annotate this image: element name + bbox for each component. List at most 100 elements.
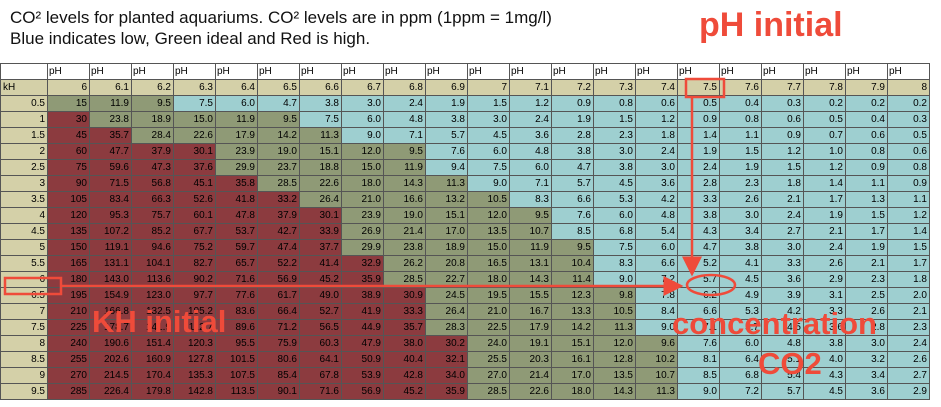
ph-value-cell: 6.4 [215, 79, 258, 96]
co2-value-cell: 16.7 [509, 303, 552, 320]
kh-value-cell: 4 [0, 207, 48, 224]
co2-value-cell: 95.5 [215, 335, 258, 352]
co2-value-cell: 75.2 [173, 239, 216, 256]
co2-value-cell: 41.9 [341, 303, 384, 320]
co2-value-cell: 7.1 [509, 175, 552, 192]
co2-value-cell: 4.3 [677, 223, 720, 240]
co2-value-cell: 1.9 [719, 159, 762, 176]
ph-value-cell: 6.6 [299, 79, 342, 96]
co2-value-cell: 9.0 [677, 383, 720, 400]
co2-value-cell: 15.1 [551, 335, 594, 352]
ph-value-cell: 7.1 [509, 79, 552, 96]
chart-caption: CO² levels for planted aquariums. CO² le… [10, 7, 552, 49]
kh-unit-label: kH [0, 79, 48, 96]
co2-value-cell: 30.2 [425, 335, 468, 352]
co2-value-cell: 37.9 [131, 143, 174, 160]
co2-value-cell: 214.5 [89, 367, 132, 384]
co2-value-cell: 41.8 [215, 191, 258, 208]
kh-ppm-cell: 105 [47, 191, 90, 208]
co2-value-cell: 1.2 [803, 159, 846, 176]
co2-value-cell: 59.7 [215, 239, 258, 256]
co2-value-cell: 10.7 [509, 223, 552, 240]
co2-value-cell: 29.9 [341, 239, 384, 256]
co2-value-cell: 0.9 [761, 127, 804, 144]
co2-value-cell: 9.5 [551, 239, 594, 256]
ph-value-cell: 7.6 [719, 79, 762, 96]
co2-value-cell: 11.9 [509, 239, 552, 256]
co2-value-cell: 11.4 [551, 271, 594, 288]
table-row: 5.5 165 131.1 104.1 82.7 65.7 52.2 41.4 32.9 26.2… [0, 255, 930, 272]
table-row: 2.5 75 59.6 47.3 37.6 29.9 23.7 18.8 15.0 11.9 9.4… [0, 159, 930, 176]
kh-ppm-cell: 90 [47, 175, 90, 192]
co2-value-cell: 3.0 [593, 143, 636, 160]
co2-value-cell: 113.6 [131, 271, 174, 288]
co2-value-cell: 4.8 [761, 335, 804, 352]
ph-header-row: pH pH pH pH pH pH pH pH pH pH pH pH pH pH pH pH pH pH pH pH… [0, 63, 930, 80]
co2-value-cell: 83.4 [89, 191, 132, 208]
co2-value-cell: 4.0 [803, 351, 846, 368]
concentration-annotation: concentration [672, 306, 877, 341]
co2-value-cell: 1.7 [887, 255, 930, 272]
ph-header-label: pH [383, 63, 426, 80]
co2-value-cell: 60.1 [173, 207, 216, 224]
co2-value-cell: 7.5 [467, 159, 510, 176]
co2-value-cell: 23.7 [257, 159, 300, 176]
co2-value-cell: 71.6 [215, 271, 258, 288]
co2-value-cell: 0.8 [593, 95, 636, 112]
co2-value-cell: 5.7 [551, 175, 594, 192]
co2-value-cell: 11.9 [383, 159, 426, 176]
co2-value-cell: 6.0 [341, 111, 384, 128]
kh-ppm-cell: 120 [47, 207, 90, 224]
co2-value-cell: 40.4 [383, 351, 426, 368]
co2-value-cell: 45.2 [383, 383, 426, 400]
co2-value-cell: 0.8 [719, 111, 762, 128]
co2-value-cell: 3.3 [677, 191, 720, 208]
co2-value-cell: 11.9 [215, 111, 258, 128]
co2-value-cell: 1.5 [845, 207, 888, 224]
co2-value-cell: 61.7 [257, 287, 300, 304]
co2-value-cell: 101.5 [215, 351, 258, 368]
co2-value-cell: 3.9 [761, 287, 804, 304]
co2-value-cell: 2.3 [593, 127, 636, 144]
kh-ppm-cell: 195 [47, 287, 90, 304]
co2-value-cell: 15.1 [425, 207, 468, 224]
kh-value-cell: 3 [0, 175, 48, 192]
co2-value-cell: 2.6 [803, 255, 846, 272]
co2-value-cell: 12.0 [341, 143, 384, 160]
co2-value-cell: 23.9 [341, 207, 384, 224]
co2-value-cell: 0.8 [845, 143, 888, 160]
co2-value-cell: 41.4 [299, 255, 342, 272]
co2-value-cell: 0.5 [887, 127, 930, 144]
co2-value-cell: 0.3 [887, 111, 930, 128]
co2-value-cell: 2.3 [845, 271, 888, 288]
co2-value-cell: 28.5 [257, 175, 300, 192]
co2-value-cell: 3.6 [509, 127, 552, 144]
kh-ppm-cell: 210 [47, 303, 90, 320]
table-row: 3.5 105 83.4 66.3 52.6 41.8 33.2 26.4 21.0 16.6 13… [0, 191, 930, 208]
co2-value-cell: 28.3 [425, 319, 468, 336]
co2-value-cell: 9.5 [509, 207, 552, 224]
ph-value-cell: 7.5 [677, 79, 720, 96]
co2-value-cell: 2.9 [803, 271, 846, 288]
co2-value-cell: 2.1 [845, 255, 888, 272]
co2-value-cell: 37.7 [299, 239, 342, 256]
co2-value-cell: 3.2 [845, 351, 888, 368]
co2-value-cell: 6.6 [677, 303, 720, 320]
co2-value-cell: 60.3 [299, 335, 342, 352]
co2-value-cell: 66.3 [131, 191, 174, 208]
co2-value-cell: 28.5 [383, 271, 426, 288]
co2-value-cell: 3.0 [635, 159, 678, 176]
kh-ppm-cell: 285 [47, 383, 90, 400]
co2-value-cell: 6.0 [509, 159, 552, 176]
co2-value-cell: 15.0 [341, 159, 384, 176]
table-row: 4 120 95.3 75.7 60.1 47.8 37.9 30.1 23.9 19.0 15.1… [0, 207, 930, 224]
ph-header-label: pH [509, 63, 552, 80]
co2-value-cell: 1.4 [677, 127, 720, 144]
table-row: 0.5 15 11.9 9.5 7.5 6.0 4.7 3.8 3.0 2.4 1.9 1.5 1.2 0… [0, 95, 930, 112]
co2-value-cell: 0.2 [887, 95, 930, 112]
kh-ppm-cell: 225 [47, 319, 90, 336]
co2-value-cell: 82.7 [173, 255, 216, 272]
co2-value-cell: 5.7 [719, 319, 762, 336]
co2-value-cell: 17.0 [425, 223, 468, 240]
kh-initial-annotation: KH initial [92, 304, 227, 339]
